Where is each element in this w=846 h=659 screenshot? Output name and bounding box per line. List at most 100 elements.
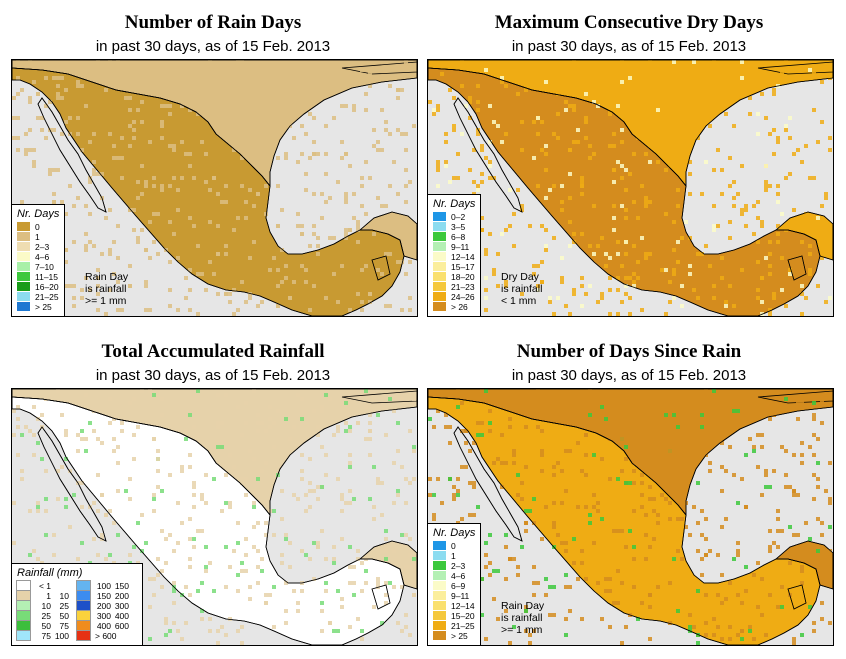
grid-cell (596, 244, 600, 248)
grid-cell (540, 537, 544, 541)
grid-cell (608, 144, 612, 148)
grid-cell (536, 581, 540, 585)
grid-cell (400, 236, 404, 240)
legend-item: 1 10 (16, 590, 69, 601)
grid-cell (768, 308, 772, 312)
grid-cell (480, 172, 484, 176)
grid-cell (324, 557, 328, 561)
grid-cell (344, 401, 348, 405)
grid-cell (472, 481, 476, 485)
legend-swatch (433, 302, 446, 311)
cuba-region (341, 390, 417, 404)
grid-cell (204, 108, 208, 112)
grid-cell (128, 124, 132, 128)
grid-cell (708, 393, 712, 397)
grid-cell (208, 116, 212, 120)
border-line (453, 97, 523, 213)
grid-cell (796, 549, 800, 553)
legend-label-high: 300 (114, 601, 129, 611)
grid-cell (252, 389, 256, 393)
grid-cell (304, 493, 308, 497)
grid-cell (632, 244, 636, 248)
grid-cell (200, 104, 204, 108)
grid-cell (456, 389, 460, 393)
grid-cell (232, 549, 236, 553)
grid-cell (664, 497, 668, 501)
grid-cell (224, 252, 228, 256)
grid-cell (700, 533, 704, 537)
legend-swatch (16, 620, 31, 631)
grid-cell (584, 92, 588, 96)
grid-cell (272, 533, 276, 537)
grid-cell (232, 312, 236, 316)
grid-cell (384, 204, 388, 208)
grid-cell (256, 477, 260, 481)
grid-cell (156, 252, 160, 256)
grid-cell (760, 220, 764, 224)
grid-cell (652, 445, 656, 449)
grid-cell (676, 240, 680, 244)
grid-cell (524, 605, 528, 609)
grid-cell (108, 421, 112, 425)
grid-cell (152, 493, 156, 497)
grid-cell (812, 176, 816, 180)
grid-cell (720, 465, 724, 469)
grid-cell (156, 485, 160, 489)
grid-cell (324, 473, 328, 477)
legend-label-low: 300 (96, 611, 111, 621)
grid-cell (496, 124, 500, 128)
grid-cell (96, 292, 100, 296)
legend-item: 7–10 (17, 262, 59, 272)
grid-cell (560, 541, 564, 545)
legend-label: > 26 (451, 302, 468, 312)
legend-label-low: 200 (96, 601, 111, 611)
grid-cell (444, 413, 448, 417)
grid-cell (772, 292, 776, 296)
grid-cell (360, 308, 364, 312)
legend-swatch (16, 630, 31, 641)
grid-cell (452, 96, 456, 100)
grid-cell (264, 184, 268, 188)
grid-cell (792, 533, 796, 537)
grid-cell (708, 461, 712, 465)
grid-cell (676, 188, 680, 192)
grid-cell (332, 116, 336, 120)
grid-cell (240, 108, 244, 112)
grid-cell (88, 140, 92, 144)
grid-cell (500, 232, 504, 236)
grid-cell (256, 521, 260, 525)
grid-cell (520, 545, 524, 549)
grid-cell (108, 132, 112, 136)
grid-cell (404, 272, 408, 276)
grid-cell (828, 248, 832, 252)
grid-cell (568, 585, 572, 589)
grid-cell (140, 549, 144, 553)
grid-cell (504, 461, 508, 465)
grid-cell (204, 501, 208, 505)
grid-cell (580, 68, 584, 72)
grid-cell (368, 68, 372, 72)
grid-cell (784, 304, 788, 308)
grid-cell (640, 236, 644, 240)
grid-cell (652, 497, 656, 501)
grid-cell (684, 72, 688, 76)
grid-cell (596, 104, 600, 108)
grid-cell (248, 256, 252, 260)
panel-rain-days: Number of Rain Days in past 30 days, as … (8, 0, 418, 330)
grid-cell (272, 256, 276, 260)
grid-cell (328, 236, 332, 240)
legend-label: 9–11 (451, 242, 470, 252)
grid-cell (116, 445, 120, 449)
grid-cell (632, 461, 636, 465)
grid-cell (744, 505, 748, 509)
grid-cell (32, 148, 36, 152)
grid-cell (388, 252, 392, 256)
grid-cell (628, 453, 632, 457)
grid-cell (436, 168, 440, 172)
legend-item: 21–25 (433, 621, 475, 631)
grid-cell (104, 312, 108, 316)
legend-swatch (433, 581, 446, 590)
grid-cell (512, 449, 516, 453)
grid-cell (252, 112, 256, 116)
grid-cell (176, 308, 180, 312)
